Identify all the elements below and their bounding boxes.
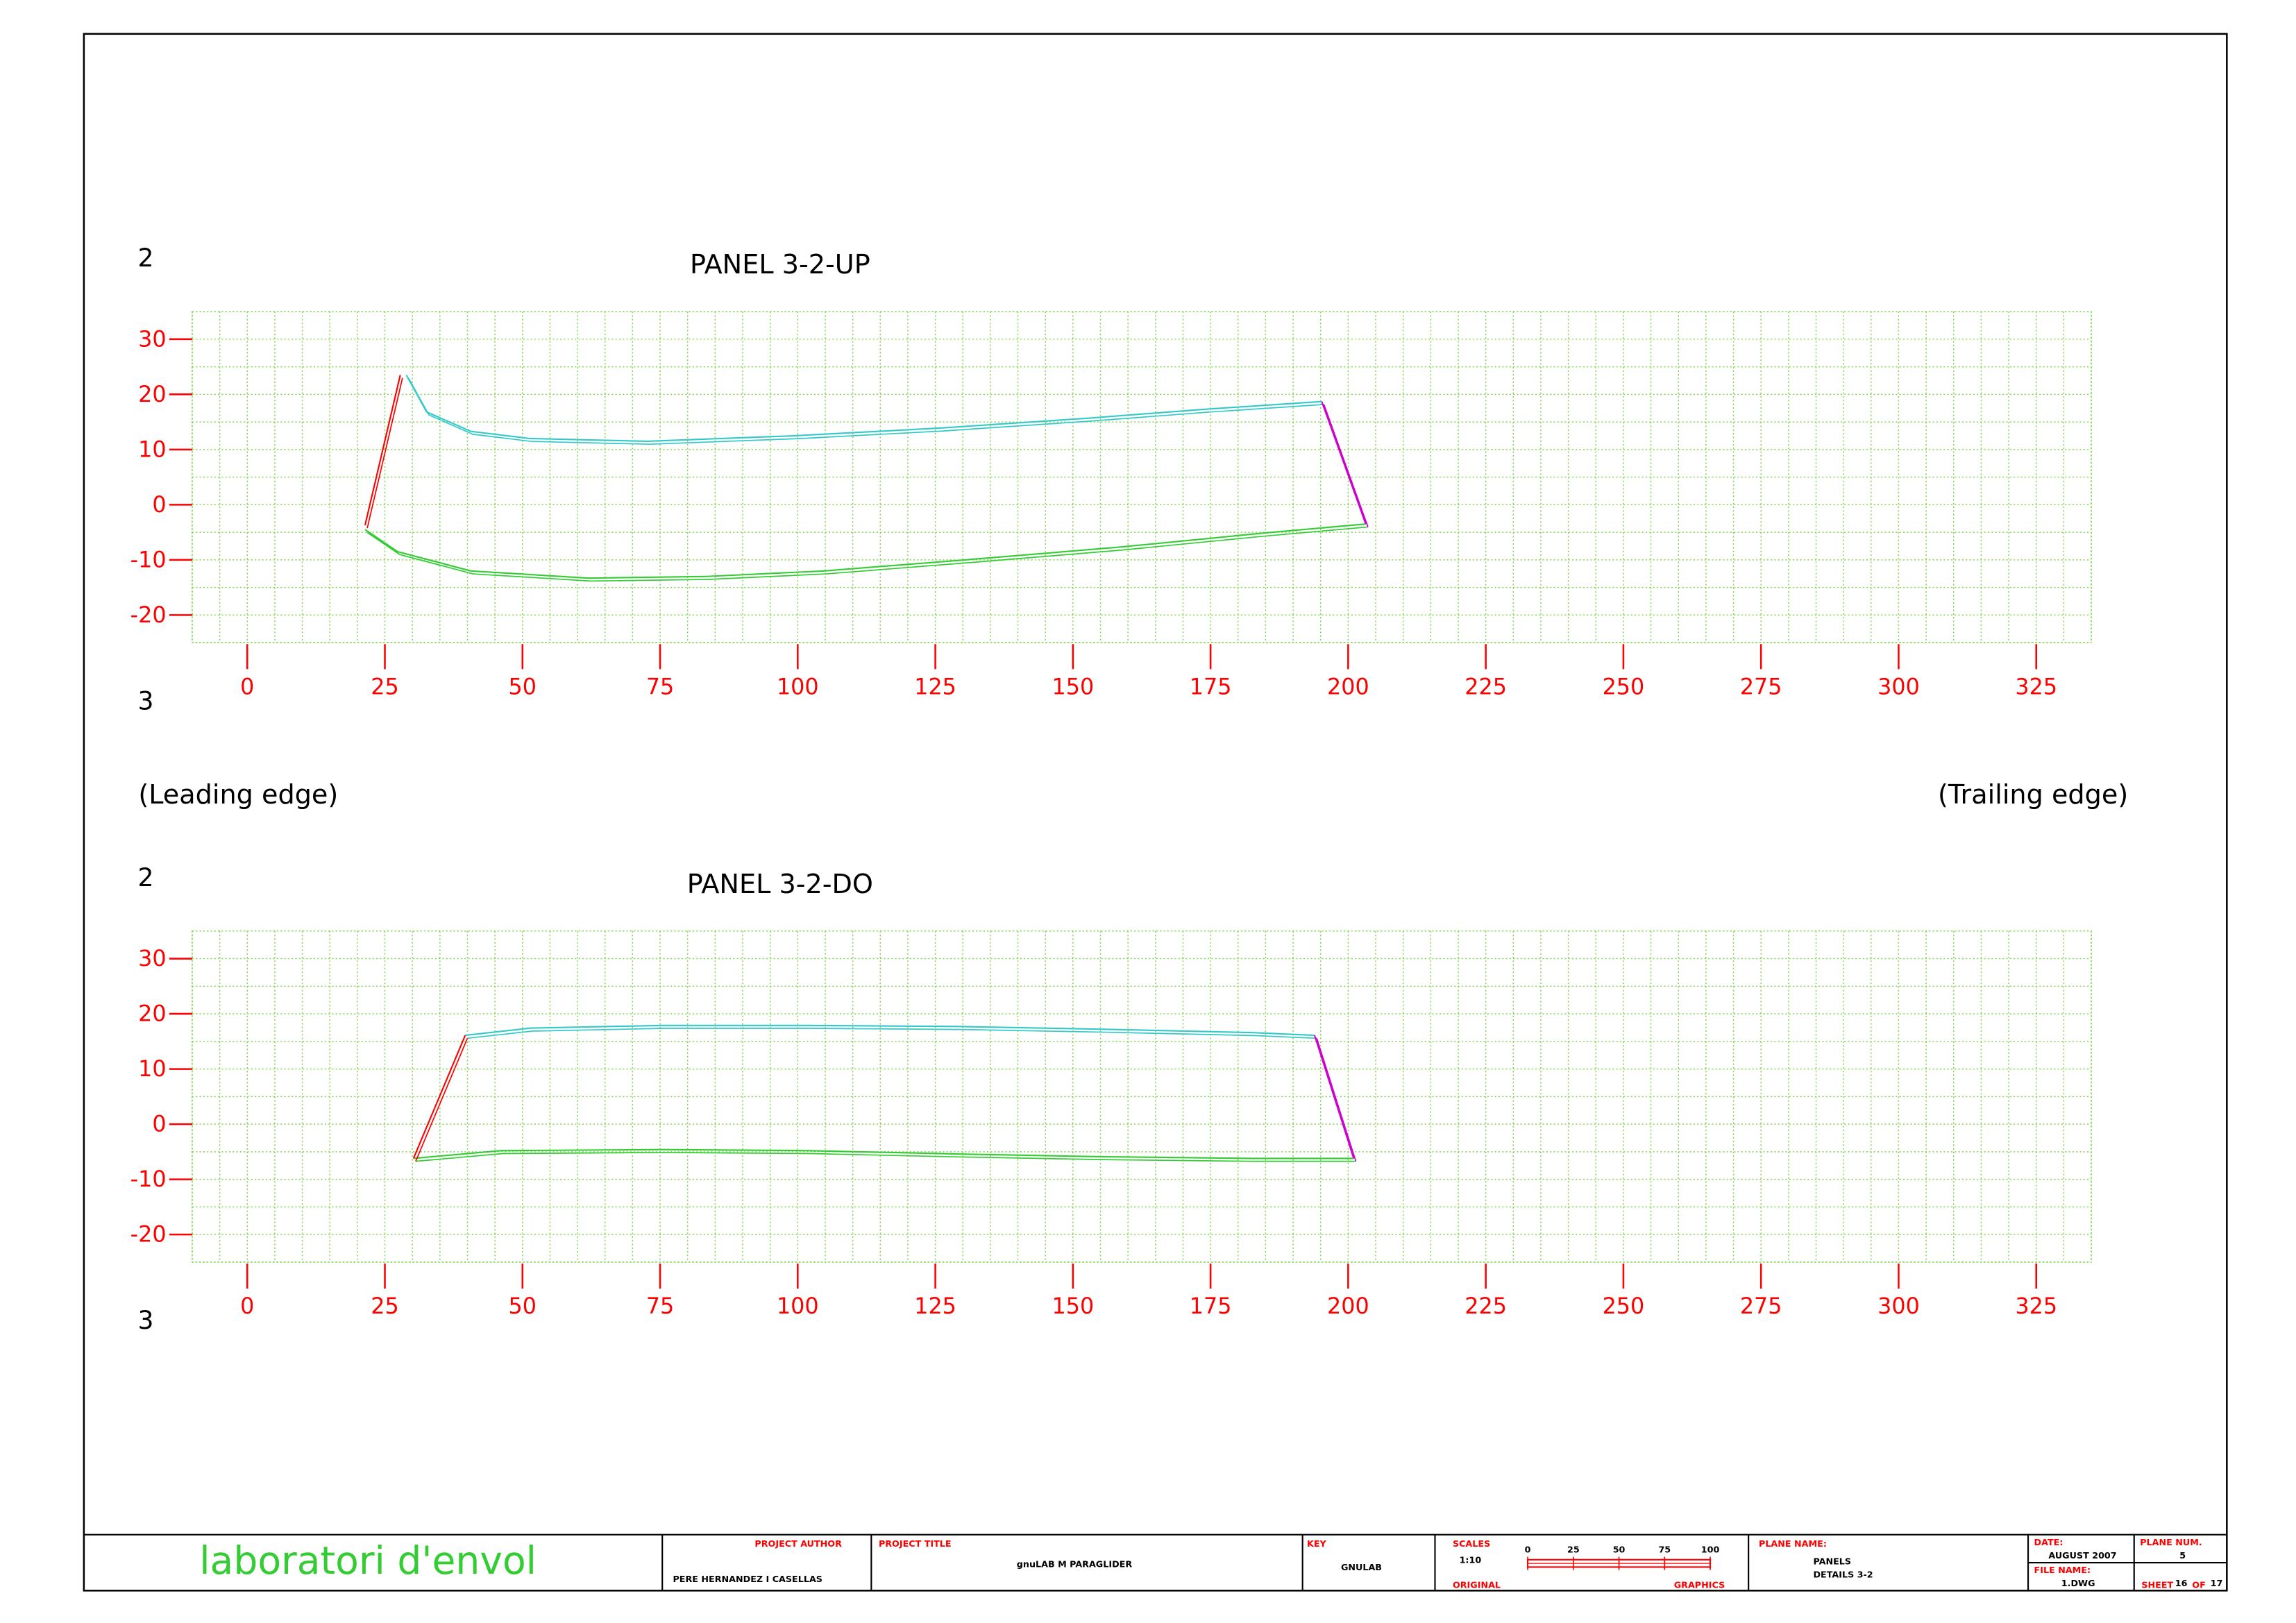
field-value: 17 bbox=[2211, 1578, 2223, 1588]
y-tick-label: 0 bbox=[152, 492, 166, 518]
x-tick-label: 100 bbox=[777, 1293, 819, 1319]
field-value: 16 bbox=[2175, 1578, 2188, 1588]
x-tick-label: 275 bbox=[1740, 1293, 1782, 1319]
y-tick-label: 30 bbox=[138, 326, 166, 352]
scale-bar-label: 0 bbox=[1525, 1544, 1531, 1554]
x-tick-label: 200 bbox=[1327, 1293, 1369, 1319]
field-label: GRAPHICS bbox=[1674, 1579, 1725, 1590]
y-tick-label: -20 bbox=[130, 1222, 167, 1248]
x-tick-label: 300 bbox=[1877, 1293, 1920, 1319]
x-tick-label: 325 bbox=[2015, 674, 2057, 699]
field-value: AUGUST 2007 bbox=[2048, 1550, 2116, 1561]
grid-border bbox=[192, 931, 2092, 1263]
panel-edge bbox=[412, 1035, 466, 1159]
panel-edge bbox=[1321, 401, 1367, 525]
sheet-frame bbox=[83, 33, 2228, 1592]
panel-edge bbox=[413, 1148, 1354, 1159]
panel-edge bbox=[465, 1024, 1315, 1037]
x-tick-label: 250 bbox=[1603, 674, 1645, 699]
scale-bar-label: 50 bbox=[1613, 1544, 1626, 1554]
x-tick-label: 225 bbox=[1464, 674, 1507, 699]
y-tick-label: 20 bbox=[138, 382, 166, 407]
x-tick-label: 200 bbox=[1327, 674, 1369, 699]
x-tick-label: 175 bbox=[1190, 674, 1232, 699]
y-tick-label: -20 bbox=[130, 602, 167, 628]
title-block-frame bbox=[83, 1533, 2227, 1591]
panel-title: PANEL 3-2-UP bbox=[690, 249, 870, 280]
x-tick-label: 125 bbox=[914, 674, 956, 699]
seam-allowance bbox=[407, 377, 1324, 445]
logo: laboratori d'envol bbox=[199, 1539, 537, 1583]
field-label: FILE NAME: bbox=[2034, 1565, 2091, 1575]
x-tick-label: 175 bbox=[1190, 1293, 1232, 1319]
panel-edge bbox=[405, 375, 1322, 442]
field-label: SHEET bbox=[2141, 1579, 2173, 1590]
x-tick-label: 25 bbox=[371, 674, 398, 699]
x-tick-label: 100 bbox=[777, 674, 819, 699]
field-label: PLANE NUM. bbox=[2140, 1537, 2202, 1547]
x-tick-label: 275 bbox=[1740, 674, 1782, 699]
x-tick-label: 150 bbox=[1052, 1293, 1095, 1319]
x-tick-label: 300 bbox=[1877, 674, 1920, 699]
x-tick-label: 125 bbox=[914, 1293, 956, 1319]
field-value: DETAILS 3-2 bbox=[1813, 1569, 1873, 1579]
y-tick-label: 10 bbox=[138, 436, 166, 462]
field-label: OF bbox=[2192, 1579, 2206, 1590]
x-tick-label: 150 bbox=[1052, 674, 1095, 699]
seam-allowance bbox=[1323, 404, 1369, 527]
field-value: PANELS bbox=[1813, 1556, 1851, 1566]
panel-title: PANEL 3-2-DO bbox=[687, 869, 873, 899]
seam-allowance bbox=[1316, 1038, 1357, 1162]
field-value: GNULAB bbox=[1341, 1562, 1382, 1572]
field-label: SCALES bbox=[1453, 1538, 1490, 1549]
x-tick-label: 50 bbox=[509, 1293, 537, 1319]
annotation: (Trailing edge) bbox=[1938, 779, 2128, 810]
field-label: ORIGINAL bbox=[1453, 1579, 1501, 1590]
x-tick-label: 0 bbox=[240, 674, 254, 699]
y-tick-label: 30 bbox=[138, 946, 166, 971]
x-tick-label: 225 bbox=[1464, 1293, 1507, 1319]
x-tick-label: 75 bbox=[646, 1293, 674, 1319]
y-tick-label: -10 bbox=[130, 547, 167, 572]
y-tick-label: 20 bbox=[138, 1001, 166, 1027]
field-value: 1.DWG bbox=[2061, 1578, 2095, 1588]
scale-bar-label: 25 bbox=[1567, 1544, 1580, 1554]
panel-edge bbox=[364, 375, 401, 526]
field-value: 5 bbox=[2179, 1550, 2186, 1561]
rib-label: 3 bbox=[137, 1307, 153, 1335]
x-tick-label: 250 bbox=[1603, 1293, 1645, 1319]
panel-edge bbox=[364, 523, 1366, 579]
field-label: PROJECT TITLE bbox=[879, 1538, 952, 1549]
x-tick-label: 325 bbox=[2015, 1293, 2057, 1319]
annotation: (Leading edge) bbox=[138, 779, 338, 810]
seam-allowance bbox=[415, 1038, 469, 1162]
y-tick-label: 0 bbox=[152, 1112, 166, 1137]
rib-label: 2 bbox=[137, 864, 153, 892]
scale-bar-label: 100 bbox=[1701, 1544, 1720, 1554]
x-tick-label: 50 bbox=[509, 674, 537, 699]
y-tick-label: -10 bbox=[130, 1166, 167, 1192]
x-tick-label: 25 bbox=[371, 1293, 398, 1319]
seam-allowance bbox=[415, 1152, 1356, 1162]
rib-label: 3 bbox=[137, 687, 153, 715]
field-value: PERE HERNANDEZ I CASELLAS bbox=[673, 1574, 822, 1584]
x-tick-label: 0 bbox=[240, 1293, 254, 1319]
x-tick-label: 75 bbox=[646, 674, 674, 699]
field-value: gnuLAB M PARAGLIDER bbox=[1017, 1559, 1133, 1570]
y-tick-label: 10 bbox=[138, 1056, 166, 1082]
field-label: DATE: bbox=[2034, 1537, 2063, 1547]
scale-bar-label: 75 bbox=[1658, 1544, 1671, 1554]
field-label: KEY bbox=[1307, 1538, 1327, 1549]
field-value: 1:10 bbox=[1460, 1554, 1482, 1565]
panel-edge bbox=[1314, 1035, 1355, 1159]
field-label: PROJECT AUTHOR bbox=[754, 1538, 842, 1549]
field-label: PLANE NAME: bbox=[1759, 1538, 1827, 1549]
rib-label: 2 bbox=[137, 244, 153, 273]
seam-allowance bbox=[366, 526, 1369, 582]
seam-allowance bbox=[467, 1028, 1317, 1039]
grid-border bbox=[192, 311, 2092, 643]
seam-allowance bbox=[366, 377, 403, 529]
